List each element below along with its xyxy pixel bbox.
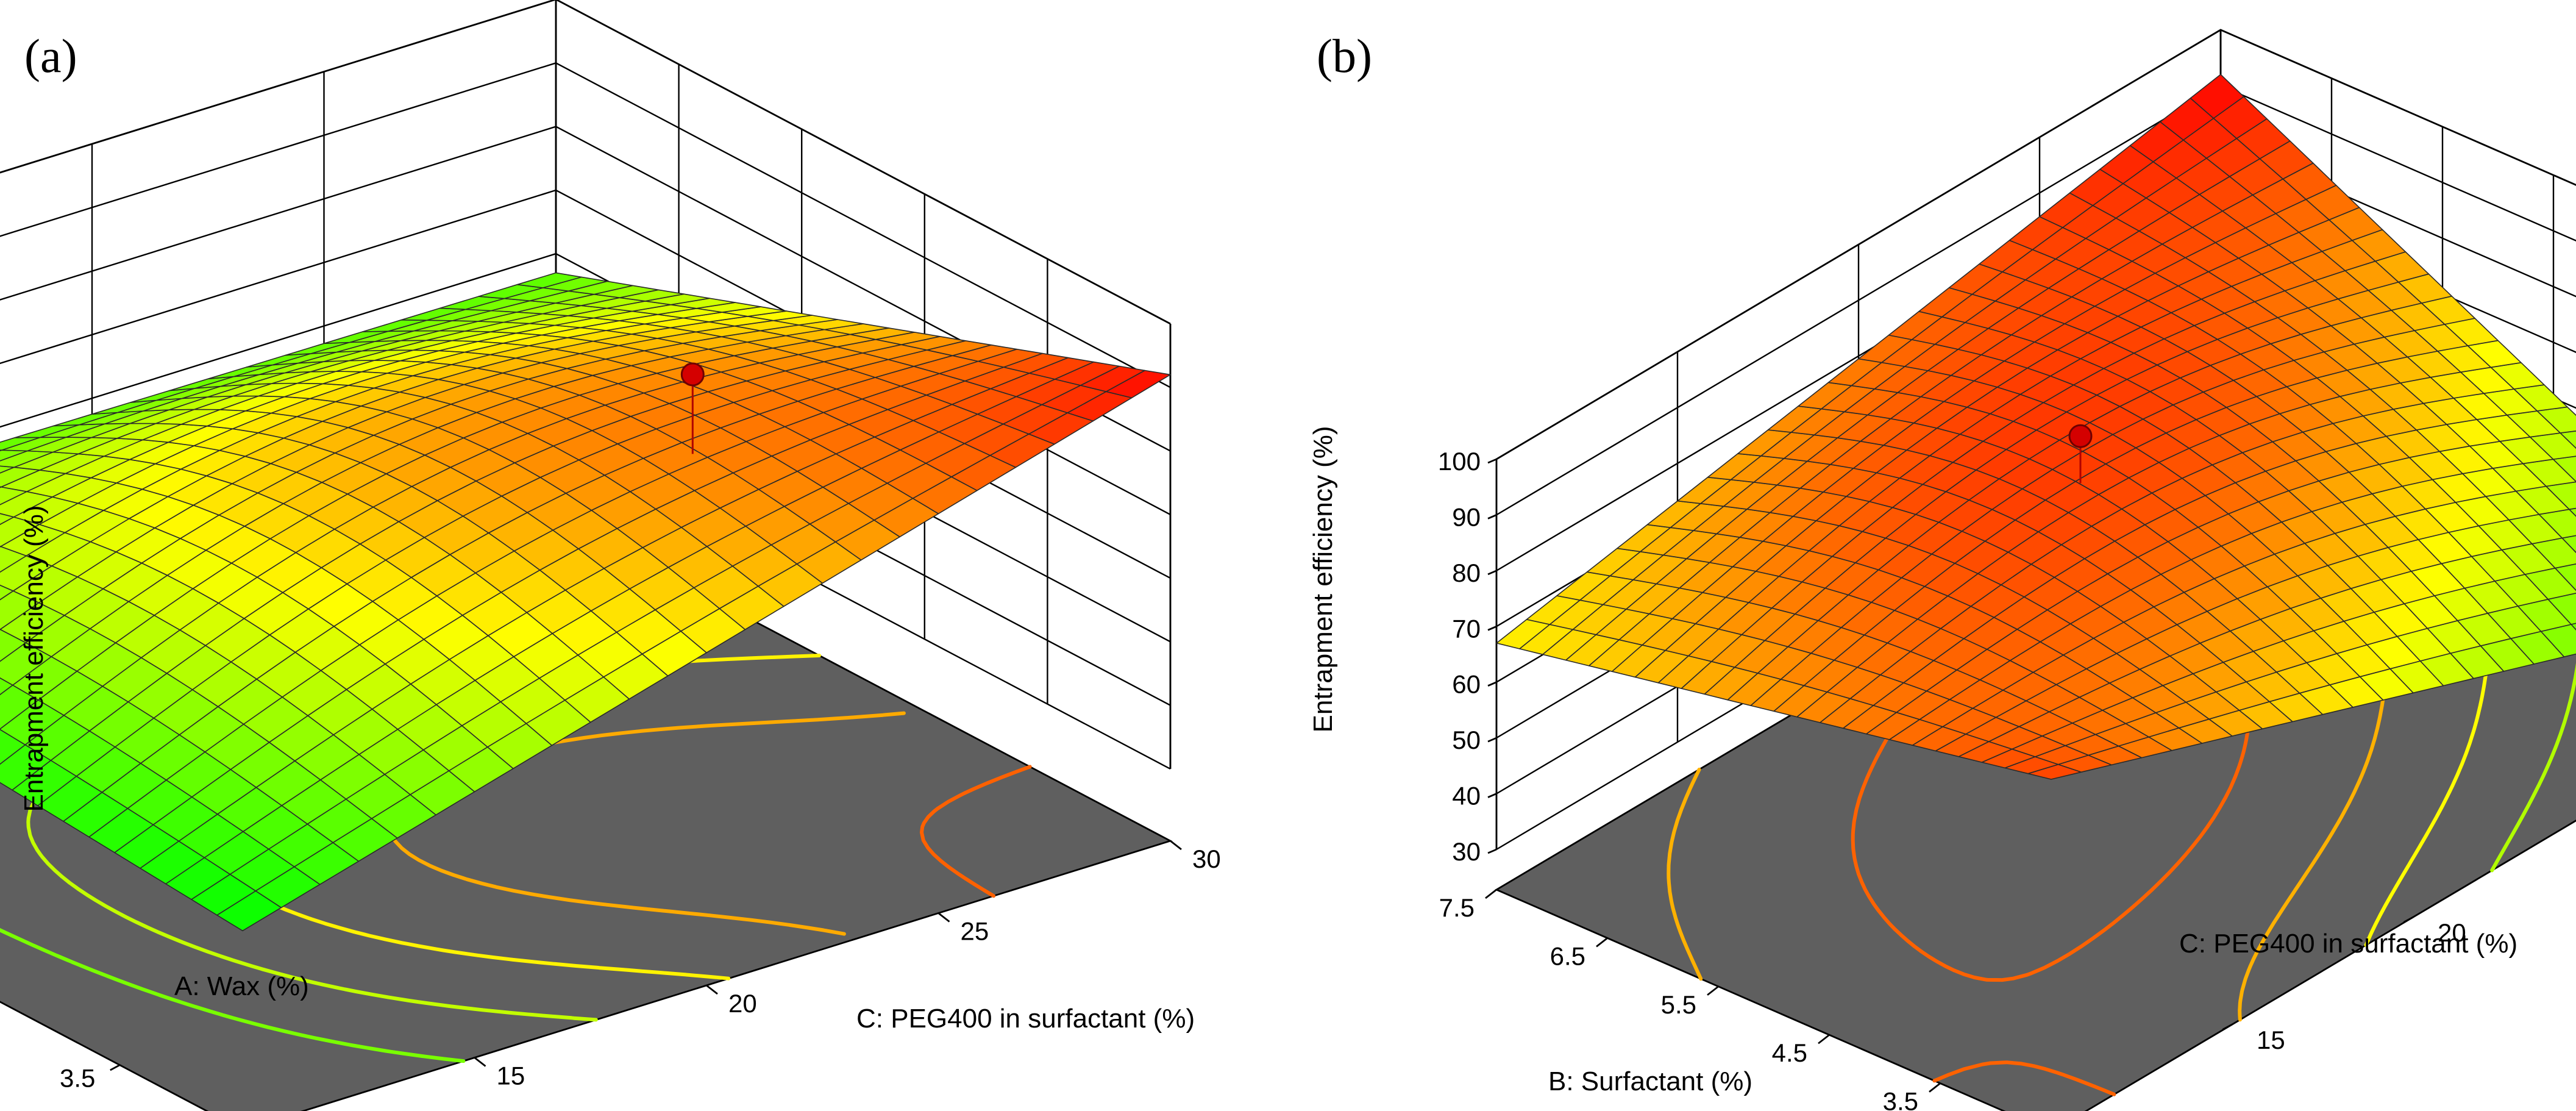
y-tick-mark <box>1596 937 1608 948</box>
z-tick-label: 60 <box>1452 670 1481 699</box>
z-tick-label: 70 <box>1452 614 1481 643</box>
panel-a-y-axis: 1015202530 <box>474 840 1221 1090</box>
z-tick-mark <box>1487 681 1497 687</box>
x-tick-mark <box>2222 1023 2233 1031</box>
y-tick-label: 7.5 <box>1439 893 1475 922</box>
panel-b-y-axis: 2.53.54.55.56.57.5 <box>1439 888 1941 1111</box>
z-tick-label: 90 <box>1452 502 1481 531</box>
contour-line <box>2490 662 2576 873</box>
surface-cell <box>0 677 13 696</box>
y-axis-label: B: Surfactant (%) <box>1548 1066 1752 1096</box>
x-tick-mark <box>110 1064 121 1071</box>
z-tick-mark <box>1487 737 1497 743</box>
z-tick-label: 80 <box>1452 559 1481 587</box>
panel-label: (b) <box>1317 29 1372 82</box>
y-tick-label: 25 <box>961 917 989 946</box>
y-tick-label: 5.5 <box>1661 990 1696 1019</box>
z-tick-mark <box>1487 514 1497 520</box>
y-tick-mark <box>1818 1034 1830 1045</box>
surface-cell <box>2560 430 2576 449</box>
y-tick-label: 20 <box>728 989 757 1018</box>
panel-a-x-axis: 2.53.54.55.56.57.5 <box>60 1064 121 1093</box>
z-tick-label: 40 <box>1452 782 1481 810</box>
y-tick-mark <box>474 1057 486 1067</box>
y-tick-mark <box>1707 985 1719 996</box>
surface-cell <box>2569 507 2576 517</box>
y-axis-label: C: PEG400 in surfactant (%) <box>856 1004 1195 1034</box>
panel-label: (a) <box>24 29 77 82</box>
y-tick-mark <box>1170 840 1182 851</box>
x-axis-label: A: Wax (%) <box>174 971 309 1001</box>
x-axis-label: C: PEG400 in surfactant (%) <box>2179 929 2517 959</box>
y-tick-label: 6.5 <box>1550 941 1585 970</box>
panel-a-surface <box>0 272 1171 932</box>
z-tick-mark <box>1487 570 1497 576</box>
z-tick-label: 100 <box>1438 447 1481 476</box>
y-tick-mark <box>938 912 950 923</box>
panel-b-z-axis: 30 40 50 60 70 80 90 100 Entrapment efficiency (… <box>1308 426 1497 866</box>
contour-line <box>920 765 1032 898</box>
z-axis-label: Entrapment efficiency (%) <box>1308 426 1338 733</box>
z-tick-label: 50 <box>1452 726 1481 754</box>
y-tick-mark <box>1485 888 1497 899</box>
surface-cell <box>0 584 14 601</box>
surface-cell <box>2190 74 2244 119</box>
panel-b-surface <box>1496 74 2576 780</box>
design-point <box>2068 424 2093 448</box>
surface-cell <box>2546 481 2576 510</box>
panel-b: 30 40 50 60 70 80 90 100 Entrapment efficiency (… <box>1308 29 2576 1111</box>
x-tick-label: 15 <box>2257 1026 2285 1054</box>
y-tick-label: 30 <box>1192 845 1221 873</box>
surface-cell <box>2547 592 2576 625</box>
surface-cell <box>2554 563 2576 591</box>
surface-cell <box>0 729 26 765</box>
x-tick-mark <box>2403 916 2414 923</box>
surface-cell <box>0 465 15 474</box>
z-tick-mark <box>1487 625 1497 631</box>
y-tick-label: 15 <box>497 1062 525 1090</box>
z-tick-mark <box>1487 458 1497 464</box>
panel-b-x-axis: 1015202530 <box>2222 916 2466 1054</box>
surface-cell <box>516 272 582 288</box>
surface-cell <box>2561 535 2576 554</box>
x-tick-label: 3.5 <box>60 1064 95 1093</box>
x-tick-label: 20 <box>2438 918 2466 947</box>
y-tick-label: 4.5 <box>1772 1038 1807 1067</box>
y-tick-mark <box>1929 1082 1941 1093</box>
design-point <box>680 362 705 387</box>
z-tick-mark <box>1487 848 1497 854</box>
box-top-edge <box>0 0 1171 325</box>
y-tick-mark <box>706 984 718 995</box>
y-tick-label: 3.5 <box>1883 1087 1918 1111</box>
z-tick-label: 30 <box>1452 837 1481 866</box>
surface-cell <box>2571 623 2576 631</box>
z-axis-label: Entrapment efficiency (%) <box>19 505 49 812</box>
z-tick-mark <box>1487 793 1497 798</box>
surface-cell <box>2552 455 2576 482</box>
